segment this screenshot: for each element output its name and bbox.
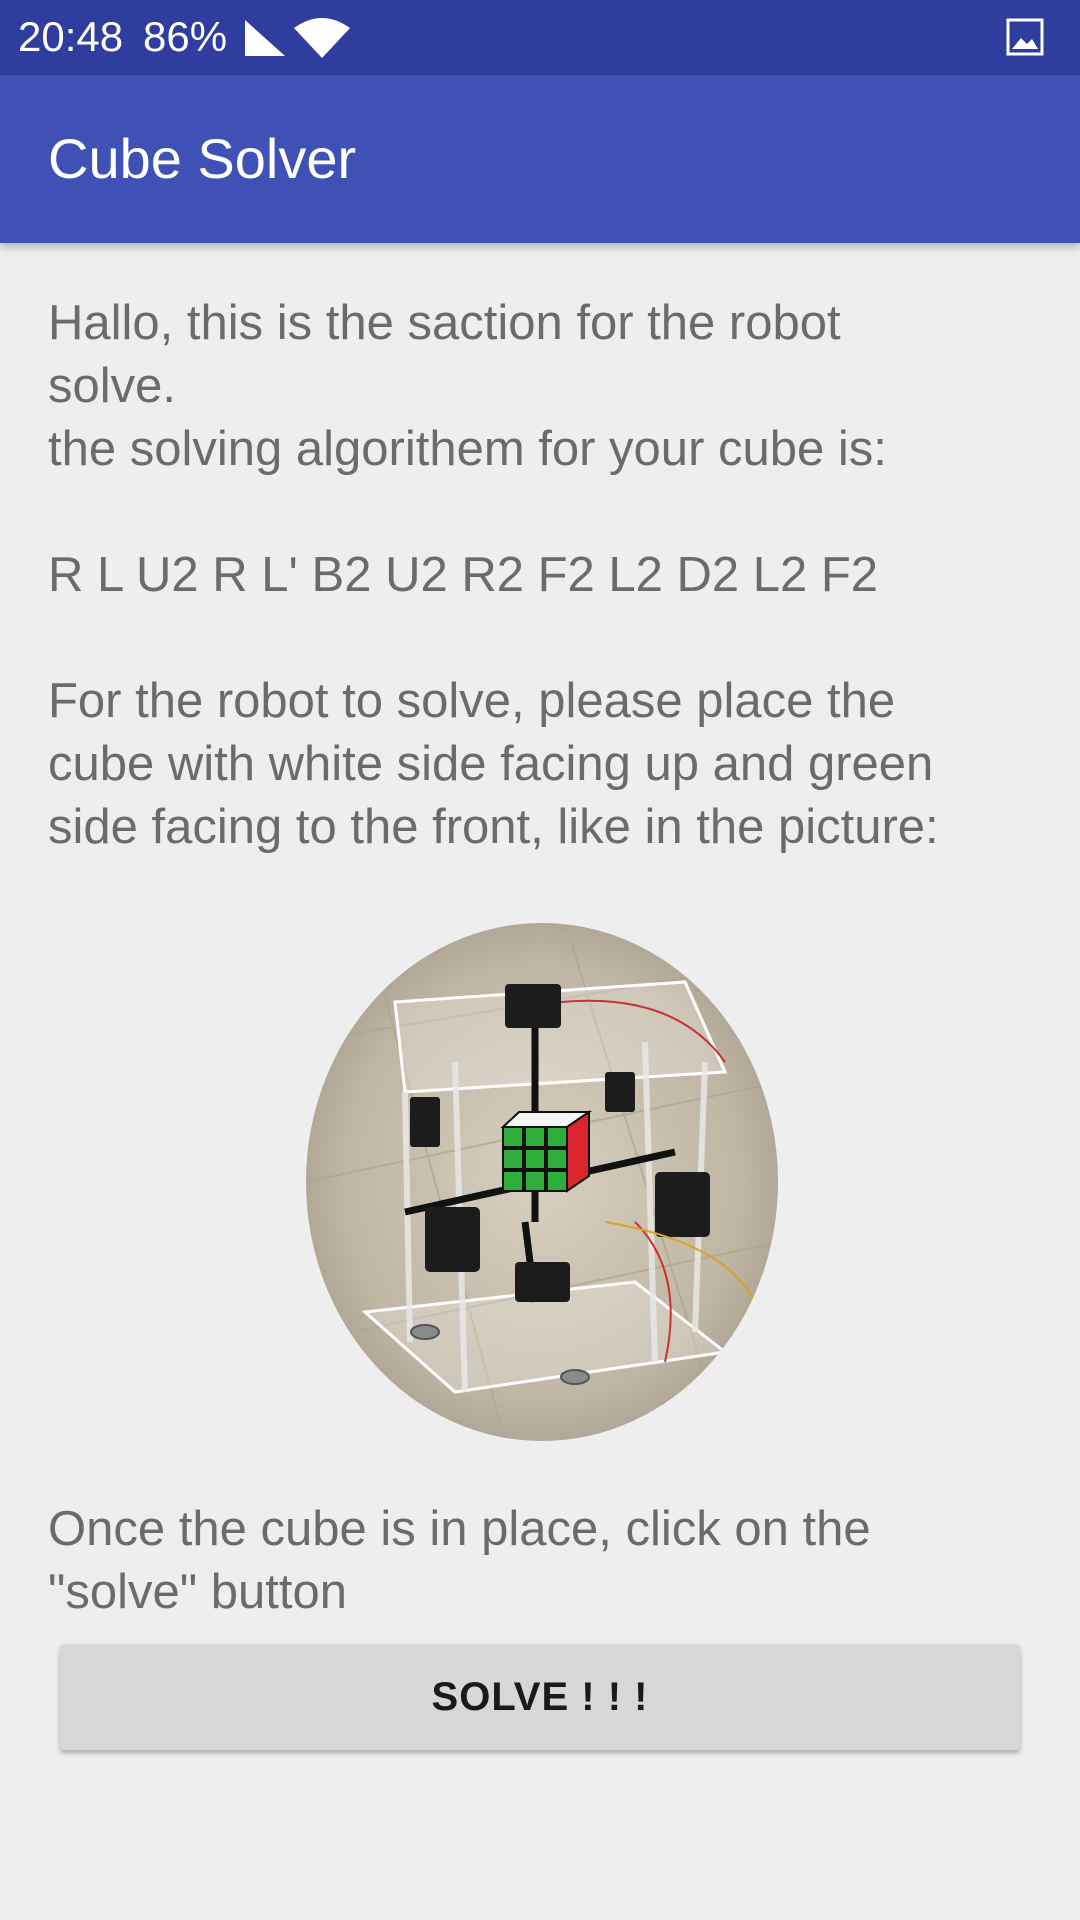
placement-instructions: For the robot to solve, please place the… — [48, 674, 939, 854]
status-time: 20:48 — [18, 13, 124, 60]
image-icon — [1006, 18, 1044, 56]
app-title: Cube Solver — [48, 127, 357, 190]
status-bar: 20:48 86% — [0, 0, 1080, 75]
intro-text: Hallo, this is the saction for the robot… — [48, 296, 887, 476]
content-area: Hallo, this is the saction for the robot… — [48, 292, 1048, 859]
signal-icon — [245, 20, 285, 56]
solve-button[interactable]: SOLVE ! ! ! — [60, 1644, 1020, 1750]
app-bar: Cube Solver — [0, 75, 1080, 243]
wifi-icon — [294, 18, 350, 58]
solve-hint-text: Once the cube is in place, click on the … — [48, 1502, 871, 1619]
algorithm-text: R L U2 R L' B2 U2 R2 F2 L2 D2 L2 F2 — [48, 548, 879, 602]
robot-cube-picture — [306, 923, 778, 1441]
battery-percentage: 86% — [143, 13, 228, 60]
